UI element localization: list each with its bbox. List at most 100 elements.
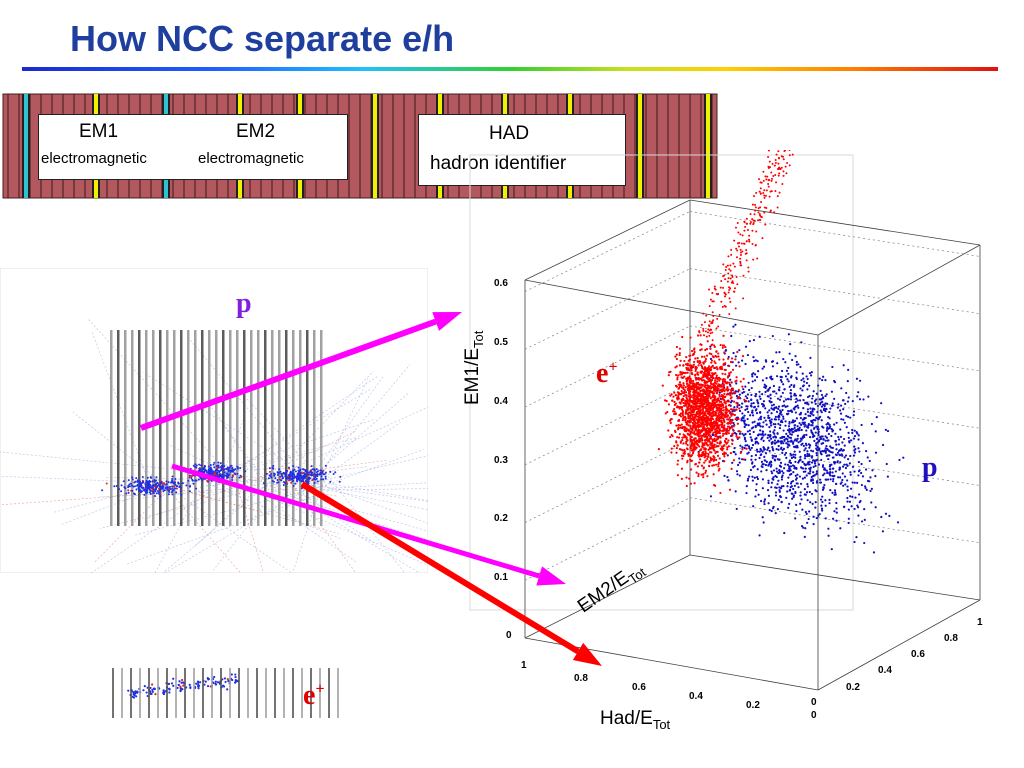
electron-point (680, 376, 683, 379)
proton-point (806, 395, 810, 399)
electron-point (724, 373, 727, 376)
proton-point (803, 457, 807, 460)
shower-hit (105, 482, 108, 485)
proton-point (783, 453, 787, 456)
electron-point (683, 450, 686, 453)
shower-hit (129, 485, 132, 488)
electron-point (727, 272, 730, 275)
electron-hit (127, 689, 130, 692)
proton-point (776, 432, 779, 435)
electron-point (693, 438, 696, 441)
electron-point (788, 150, 791, 152)
electron-point (758, 178, 761, 181)
electron-point (722, 263, 725, 266)
proton-point (808, 444, 812, 447)
axis-tick-label: 0 (811, 710, 817, 721)
proton-point (738, 393, 741, 396)
electron-point (752, 222, 755, 225)
proton-point (825, 423, 828, 426)
electron-point (705, 397, 708, 401)
proton-point (736, 405, 739, 408)
proton-point (833, 423, 836, 426)
electron-point (728, 416, 731, 419)
proton-point (862, 398, 865, 401)
electron-point (728, 312, 731, 315)
electron-point (726, 280, 729, 283)
proton-point (769, 437, 773, 440)
shower-hit (139, 484, 142, 487)
proton-point (785, 437, 788, 440)
detector-plane (208, 330, 211, 526)
electron-point (682, 417, 685, 420)
proton-point (788, 420, 791, 424)
electron-point (712, 394, 715, 397)
electron-point (706, 427, 709, 430)
proton-point (759, 433, 762, 436)
electron-point (722, 334, 725, 337)
electron-point (675, 373, 678, 377)
proton-point (733, 406, 736, 409)
axis-tick-label: 0.6 (632, 682, 646, 693)
proton-point (825, 429, 828, 432)
electron-point (692, 348, 696, 351)
shower-hit (298, 475, 301, 478)
electron-point (710, 386, 714, 389)
shower-hit (149, 493, 152, 496)
proton-point (837, 403, 840, 406)
shower-hit (178, 485, 181, 488)
proton-point (819, 481, 823, 484)
proton-point (743, 446, 746, 450)
proton-point (751, 375, 754, 378)
proton-point (800, 524, 804, 528)
electron-point (704, 469, 708, 472)
proton-point (841, 465, 845, 468)
electron-point (718, 420, 721, 423)
proton-point (842, 437, 846, 441)
proton-point (799, 423, 803, 426)
electron-point (696, 442, 699, 446)
electron-point (727, 445, 730, 448)
shower-hit (280, 472, 283, 475)
electron-point (700, 386, 703, 389)
proton-point (795, 503, 798, 506)
electron-point (704, 459, 707, 462)
electron-point (677, 397, 680, 400)
electron-point (705, 347, 709, 351)
proton-point (756, 450, 759, 453)
proton-point (841, 478, 844, 482)
proton-point (795, 509, 798, 513)
proton-point (751, 461, 754, 464)
proton-point (810, 478, 813, 481)
electron-detector-plane (166, 668, 168, 718)
electron-point (770, 179, 773, 182)
proton-point (767, 416, 770, 420)
shower-hit (171, 485, 174, 488)
shower-hit (289, 473, 292, 476)
electron-point (726, 387, 729, 390)
proton-point (863, 508, 866, 511)
electron-point (716, 425, 719, 428)
proton-point (802, 384, 805, 387)
proton-point (793, 484, 796, 487)
proton-point (814, 501, 817, 504)
shower-hit (151, 480, 154, 483)
proton-point (853, 470, 856, 473)
proton-point (853, 540, 856, 544)
electron-point (714, 401, 717, 404)
proton-point (853, 445, 856, 448)
proton-point (744, 444, 747, 447)
proton-point (759, 429, 762, 432)
electron-point (774, 159, 777, 162)
electron-point (767, 185, 770, 188)
shower-hit (276, 478, 279, 481)
proton-point (838, 409, 842, 412)
proton-point (885, 462, 888, 466)
proton-point (814, 506, 817, 509)
shower-hit (285, 475, 288, 478)
electron-point (732, 282, 735, 285)
electron-point (745, 217, 748, 220)
proton-point (802, 377, 805, 380)
proton-point (824, 409, 827, 413)
electron-point (752, 258, 755, 261)
electron-point (705, 354, 709, 357)
